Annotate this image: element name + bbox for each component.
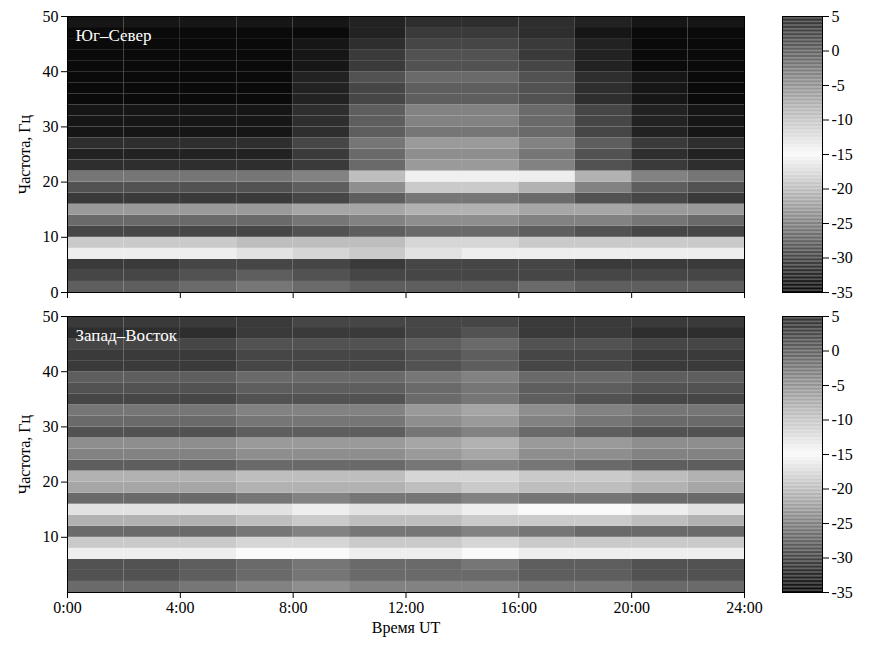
svg-text:30: 30 — [43, 418, 59, 435]
svg-text:-25: -25 — [832, 215, 853, 232]
svg-text:-10: -10 — [832, 111, 853, 128]
svg-text:-25: -25 — [832, 515, 853, 532]
svg-text:10: 10 — [43, 528, 59, 545]
svg-text:0: 0 — [832, 342, 840, 359]
svg-text:0: 0 — [51, 284, 59, 301]
svg-text:40: 40 — [43, 63, 59, 80]
svg-text:Запад–Восток: Запад–Восток — [76, 326, 178, 345]
svg-text:-30: -30 — [832, 249, 853, 266]
svg-text:50: 50 — [43, 8, 59, 25]
svg-text:Юг–Север: Юг–Север — [76, 26, 152, 45]
svg-text:5: 5 — [832, 308, 840, 325]
svg-text:4:00: 4:00 — [166, 599, 194, 616]
svg-text:50: 50 — [43, 308, 59, 325]
svg-text:8:00: 8:00 — [279, 599, 307, 616]
svg-text:-35: -35 — [832, 584, 853, 601]
svg-text:10: 10 — [43, 228, 59, 245]
svg-text:-5: -5 — [832, 77, 845, 94]
svg-text:-15: -15 — [832, 446, 853, 463]
svg-text:24:00: 24:00 — [726, 599, 762, 616]
svg-text:Частота, Гц: Частота, Гц — [16, 114, 34, 194]
svg-text:30: 30 — [43, 118, 59, 135]
svg-text:20: 20 — [43, 173, 59, 190]
svg-text:0:00: 0:00 — [53, 599, 81, 616]
svg-text:12:00: 12:00 — [388, 599, 424, 616]
svg-text:40: 40 — [43, 363, 59, 380]
svg-text:-35: -35 — [832, 284, 853, 301]
svg-text:-30: -30 — [832, 549, 853, 566]
svg-text:-5: -5 — [832, 377, 845, 394]
svg-text:16:00: 16:00 — [501, 599, 537, 616]
svg-text:-15: -15 — [832, 146, 853, 163]
svg-text:Частота, Гц: Частота, Гц — [16, 414, 34, 494]
svg-text:5: 5 — [832, 8, 840, 25]
svg-text:-20: -20 — [832, 480, 853, 497]
svg-text:-20: -20 — [832, 180, 853, 197]
svg-text:Время UT: Время UT — [372, 619, 441, 637]
svg-text:0: 0 — [832, 42, 840, 59]
svg-text:20: 20 — [43, 473, 59, 490]
svg-text:-10: -10 — [832, 411, 853, 428]
svg-text:20:00: 20:00 — [613, 599, 649, 616]
